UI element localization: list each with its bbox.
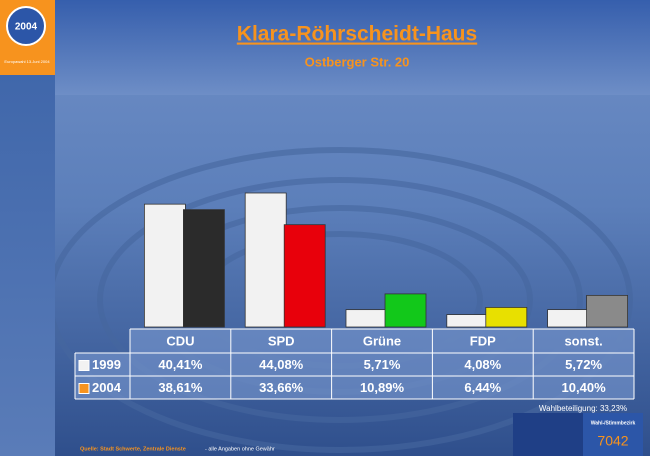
value-label: 40,41% (158, 357, 203, 372)
legend-label: 2004 (92, 380, 122, 395)
source: Quelle: Stadt Schwerte, Zentrale Dienste (80, 446, 186, 452)
bar (486, 307, 527, 327)
category-label: SPD (268, 333, 295, 348)
slide: 2004 Europawahl 13.Juni 2004 Klara-Röhrs… (0, 0, 650, 456)
legend-swatch (79, 384, 89, 394)
value-label: 38,61% (158, 380, 203, 395)
district-label: Wahl-/Stimmbezirk (591, 420, 636, 426)
header-band (55, 0, 650, 95)
legend-swatch (79, 361, 89, 371)
note: - alle Angaben ohne Gewähr (205, 446, 275, 452)
category-label: sonst. (564, 333, 602, 348)
bar (346, 310, 387, 327)
value-label: 4,08% (464, 357, 501, 372)
value-label: 10,40% (562, 380, 607, 395)
subtitle: Ostberger Str. 20 (305, 54, 410, 69)
bar (447, 315, 488, 327)
legend-label: 1999 (92, 357, 121, 372)
category-label: Grüne (363, 333, 401, 348)
bar (183, 210, 224, 327)
category-label: FDP (470, 333, 496, 348)
bar (284, 225, 325, 327)
bar (385, 294, 426, 327)
title: Klara-Röhrscheidt-Haus (237, 23, 477, 46)
value-label: 5,71% (364, 357, 401, 372)
value-label: 5,72% (565, 357, 602, 372)
value-label: 33,66% (259, 380, 304, 395)
district-number: 7042 (597, 433, 628, 449)
logo-caption: Europawahl 13.Juni 2004 (4, 59, 50, 64)
bar (587, 295, 628, 327)
logo-year: 2004 (15, 22, 38, 33)
turnout: Wahlbeteiligung: 33,23% (539, 404, 627, 413)
bar (144, 204, 185, 327)
bar (245, 193, 286, 327)
value-label: 44,08% (259, 357, 304, 372)
category-label: CDU (166, 333, 194, 348)
value-label: 6,44% (464, 380, 501, 395)
value-label: 10,89% (360, 380, 405, 395)
bar (548, 310, 589, 327)
